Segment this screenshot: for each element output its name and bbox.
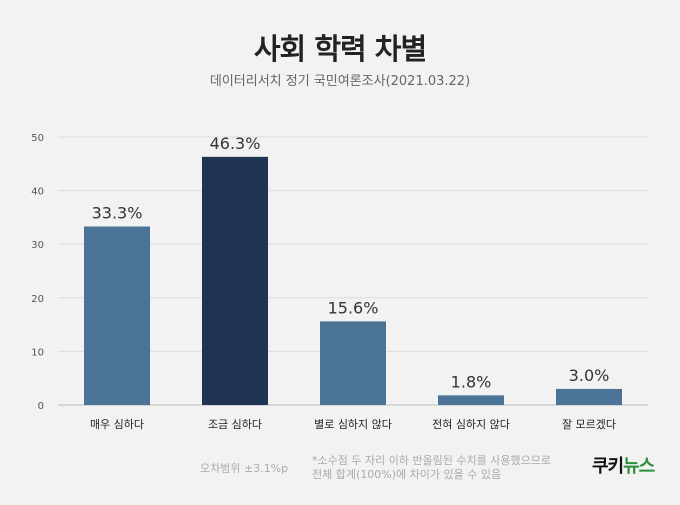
data-label: 15.6%: [328, 298, 379, 317]
bar: [320, 321, 386, 405]
y-tick-label: 10: [31, 347, 44, 358]
footnote-line-1: *소수점 두 자리 이하 반올림된 수치를 사용했으므로: [312, 454, 551, 467]
y-tick-label: 30: [31, 240, 44, 251]
data-label: 3.0%: [569, 366, 610, 385]
x-tick-label: 전혀 심하지 않다: [432, 417, 510, 431]
data-label: 1.8%: [451, 372, 492, 391]
x-tick-label: 조금 심하다: [208, 417, 262, 431]
data-label: 33.3%: [92, 204, 143, 223]
margin-of-error: 오차범위 ±3.1%p: [200, 462, 289, 475]
y-tick-label: 50: [31, 133, 44, 144]
logo-text-2: 뉴스: [623, 456, 655, 477]
x-tick-label: 매우 심하다: [90, 417, 144, 431]
bar: [202, 156, 268, 405]
y-tick-label: 20: [31, 294, 44, 305]
footnote: *소수점 두 자리 이하 반올림된 수치를 사용했으므로 전체 합계(100%)…: [312, 454, 551, 482]
y-tick-label: 0: [38, 401, 44, 412]
x-tick-label: 별로 심하지 않다: [314, 417, 392, 431]
bar: [84, 226, 150, 405]
data-label: 46.3%: [210, 134, 261, 153]
publisher-logo: 쿠키뉴스: [592, 452, 655, 478]
chart-subtitle: 데이터리서치 정기 국민여론조사(2021.03.22): [209, 74, 471, 89]
chart-title: 사회 학력 차별: [253, 32, 427, 66]
bar: [556, 388, 622, 405]
footnote-line-2: 전체 합계(100%)에 차이가 있을 수 있음: [312, 468, 502, 481]
bar: [438, 395, 504, 405]
y-tick-label: 40: [31, 187, 44, 198]
logo-text-1: 쿠키: [592, 456, 624, 477]
x-tick-label: 잘 모르겠다: [562, 418, 616, 431]
